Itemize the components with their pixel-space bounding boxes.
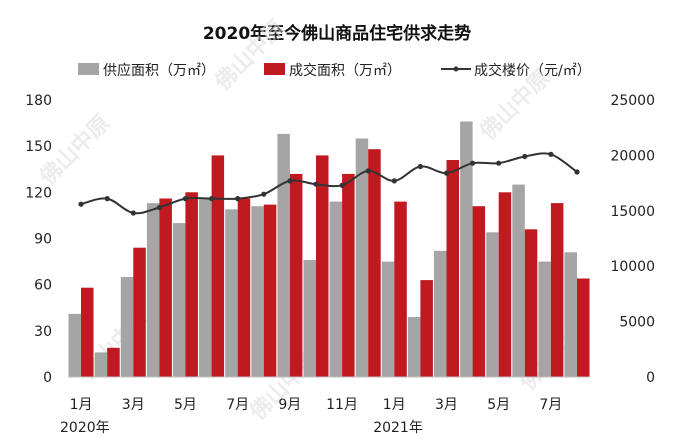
price-point: [156, 204, 162, 211]
bar-deal: [185, 192, 198, 377]
x-tick-label: 7月: [539, 397, 562, 413]
year-label: 2020年: [60, 420, 110, 436]
left-tick-label: 0: [43, 370, 52, 386]
bar-deal: [550, 203, 564, 377]
x-tick-label: 5月: [487, 397, 510, 413]
price-point: [548, 151, 554, 157]
right-tick-label: 15000: [610, 204, 655, 220]
price-point: [339, 182, 345, 188]
right-tick-label: 10000: [610, 259, 655, 275]
bar-deal: [524, 229, 538, 377]
price-point: [470, 160, 476, 166]
legend-label-1: 供应面积（万㎡）: [103, 62, 215, 79]
left-tick-label: 180: [25, 93, 52, 109]
bar-deal: [472, 206, 486, 377]
bar-deal: [289, 173, 303, 377]
legend-swatch-1: [78, 63, 99, 75]
bar-deal: [81, 287, 94, 377]
price-point: [443, 170, 450, 176]
bar-supply: [329, 201, 343, 377]
price-point: [417, 163, 423, 170]
price-point: [261, 191, 267, 197]
bar-deal: [159, 198, 172, 377]
legend-label-2: 成交面积（万㎡）: [289, 62, 401, 79]
left-tick-label: 30: [34, 324, 52, 340]
x-tick-label: 7月: [226, 397, 249, 413]
left-tick-label: 60: [34, 278, 52, 294]
bar-deal: [368, 149, 381, 377]
bar-deal: [420, 280, 433, 377]
bar-supply: [172, 223, 186, 377]
price-point: [235, 196, 241, 202]
bar-supply: [199, 198, 212, 377]
x-tick-label: 1月: [70, 397, 93, 413]
bar-deal: [394, 201, 407, 377]
bar-supply: [512, 184, 525, 377]
bar-supply: [381, 261, 395, 377]
legend-label-3: 成交楼价（元/㎡）: [474, 62, 591, 79]
bar-supply: [355, 138, 369, 377]
price-point: [182, 196, 188, 202]
bar-supply: [303, 260, 316, 377]
price-point: [574, 169, 580, 175]
bar-supply: [146, 203, 160, 377]
bar-supply: [538, 261, 551, 377]
bar-supply: [434, 250, 447, 377]
bar-deal: [342, 173, 355, 377]
x-tick-label: 3月: [122, 397, 145, 413]
legend-line-marker: [453, 66, 459, 72]
left-tick-label: 150: [25, 139, 52, 155]
bar-supply: [460, 121, 473, 377]
left-tick-label: 120: [25, 185, 52, 201]
price-point: [78, 201, 84, 207]
x-tick-label: 1月: [383, 397, 406, 413]
chart-title: 2020年至今佛山商品住宅供求走势: [203, 23, 471, 44]
year-label: 2021年: [373, 420, 423, 436]
price-point: [130, 210, 136, 216]
bar-supply: [486, 232, 499, 377]
price-point: [104, 196, 110, 202]
bar-deal: [446, 160, 459, 377]
price-point: [313, 181, 319, 187]
bar-supply: [225, 209, 238, 377]
x-tick-label: 11月: [326, 397, 358, 413]
bar-supply: [564, 252, 577, 377]
x-tick-label: 5月: [174, 397, 197, 413]
left-axis: 0 30 60 90 120 150 180: [25, 93, 52, 386]
legend: 供应面积（万㎡） 成交面积（万㎡） 成交楼价（元/㎡）: [78, 62, 591, 79]
bar-deal: [316, 155, 329, 377]
right-tick-label: 25000: [610, 93, 655, 109]
right-tick-label: 20000: [610, 148, 655, 164]
bar-deal: [107, 347, 120, 377]
price-point: [365, 168, 371, 174]
bar-deal: [498, 192, 512, 377]
bar-supply: [94, 352, 108, 377]
price-point: [496, 160, 502, 166]
x-tick-label: 3月: [435, 397, 458, 413]
bar-deal: [133, 247, 146, 377]
left-tick-label: 90: [34, 232, 52, 248]
bar-supply: [277, 133, 290, 377]
plot-area: [68, 121, 590, 378]
price-point: [391, 178, 397, 184]
bar-supply: [120, 277, 134, 377]
bar-supply: [407, 317, 421, 377]
bar-deal: [211, 155, 225, 377]
price-point: [287, 178, 293, 184]
bar-supply: [251, 206, 264, 377]
x-tick-label: 9月: [278, 397, 301, 413]
right-tick-label: 0: [646, 370, 655, 386]
price-point: [209, 196, 215, 202]
bar-deal: [237, 198, 251, 377]
price-point: [522, 153, 528, 160]
right-axis: 0 5000 10000 15000 20000 25000: [610, 93, 655, 386]
bar-supply: [68, 313, 81, 377]
x-axis: 1月 3月 5月 7月 9月 11月 1月 3月 5月 7月 2020年 2021年: [60, 397, 562, 436]
bar-deal: [577, 278, 590, 377]
bar-deal: [263, 204, 277, 377]
legend-swatch-2: [264, 63, 285, 75]
right-tick-label: 5000: [619, 315, 655, 331]
